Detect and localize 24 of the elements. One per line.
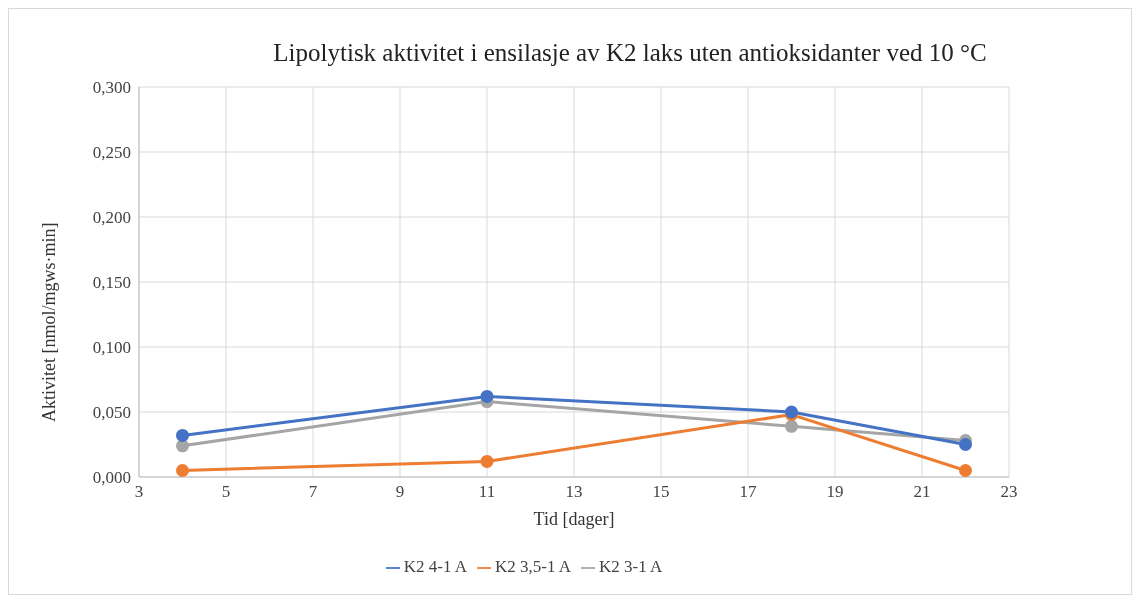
y-tick-label: 0,150	[92, 273, 131, 293]
y-tick-label: 0,250	[92, 143, 131, 163]
x-tick-label: 7	[308, 482, 318, 502]
chart-title: Lipolytisk aktivitet i ensilasje av K2 laks uten antioksidanter ved 10 °C	[272, 39, 988, 67]
y-tick-label: 0,000	[92, 468, 131, 488]
x-tick-label: 17	[739, 482, 757, 502]
x-tick-label: 9	[395, 482, 405, 502]
x-axis-title: Tid [dager]	[533, 509, 615, 529]
x-tick-label: 11	[478, 482, 496, 502]
legend-label: K2 3-1 A	[599, 557, 663, 576]
x-tick-label: 23	[1000, 482, 1018, 502]
x-tick-label: 13	[565, 482, 583, 502]
legend-label: K2 4-1 A	[403, 557, 467, 576]
y-tick-label: 0,200	[92, 208, 131, 228]
y-axis-title: Aktivitet [nmol/mgws·min]	[39, 222, 60, 422]
y-tick-label: 0,050	[92, 403, 131, 423]
x-tick-label: 5	[221, 482, 231, 502]
y-tick-label: 0,300	[92, 78, 131, 98]
x-tick-label: 3	[134, 482, 144, 502]
legend-label: K2 3,5-1 A	[494, 557, 572, 576]
x-tick-label: 19	[826, 482, 844, 502]
x-tick-label: 15	[652, 482, 670, 502]
x-tick-label: 21	[913, 482, 931, 502]
y-tick-label: 0,100	[92, 338, 131, 358]
